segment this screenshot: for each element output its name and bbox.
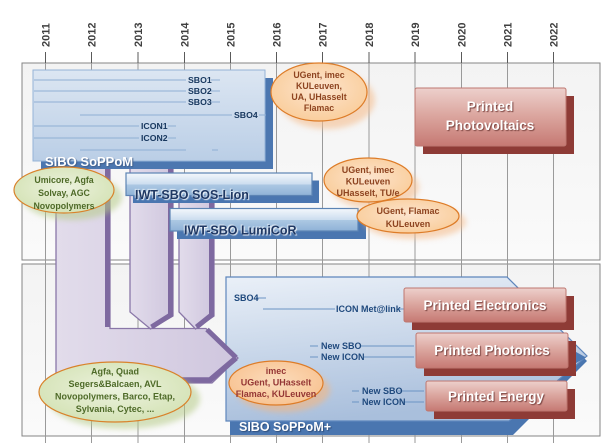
svg-text:SBO3: SBO3 [188, 97, 212, 107]
svg-text:SBO2: SBO2 [188, 86, 212, 96]
svg-text:2011: 2011 [41, 23, 53, 47]
svg-text:2017: 2017 [318, 23, 330, 47]
svg-text:SIBO SoPPoM: SIBO SoPPoM [45, 154, 133, 169]
svg-text:Flamac, KULeuven: Flamac, KULeuven [236, 389, 317, 399]
svg-text:Printed Electronics: Printed Electronics [423, 298, 546, 313]
svg-text:IWT-SBO SOS-Lion: IWT-SBO SOS-Lion [135, 188, 249, 202]
svg-text:2016: 2016 [272, 23, 284, 47]
svg-text:SIBO SoPPoM+: SIBO SoPPoM+ [239, 420, 331, 434]
svg-text:Agfa, Quad: Agfa, Quad [91, 367, 139, 377]
svg-text:KULeuven: KULeuven [346, 177, 391, 187]
svg-text:UGent, imec: UGent, imec [342, 165, 395, 175]
svg-text:UHasselt, TU/e: UHasselt, TU/e [336, 188, 399, 198]
svg-text:SBO1: SBO1 [188, 75, 212, 85]
svg-text:Sylvania, Cytec, ...: Sylvania, Cytec, ... [76, 404, 155, 414]
svg-text:Printed Energy: Printed Energy [448, 389, 545, 404]
svg-text:New SBO: New SBO [321, 341, 362, 351]
svg-text:2012: 2012 [87, 23, 99, 47]
svg-text:Solvay, AGC: Solvay, AGC [38, 188, 90, 198]
svg-text:Novopolymers, Barco, Etap,: Novopolymers, Barco, Etap, [55, 392, 175, 402]
svg-text:imec: imec [266, 366, 287, 376]
svg-text:ICON1: ICON1 [141, 121, 168, 131]
svg-text:Segers&Balcaen, AVL: Segers&Balcaen, AVL [68, 379, 162, 389]
svg-text:UA, UHasselt: UA, UHasselt [291, 92, 346, 102]
svg-text:Flamac: Flamac [304, 103, 334, 113]
svg-text:UGent, Flamac: UGent, Flamac [376, 206, 439, 216]
svg-text:Novopolymers: Novopolymers [33, 201, 94, 211]
svg-text:ICON Met@link: ICON Met@link [336, 304, 402, 314]
svg-text:KULeuven,: KULeuven, [296, 81, 342, 91]
svg-text:2014: 2014 [180, 22, 192, 47]
svg-text:Umicore, Agfa: Umicore, Agfa [34, 175, 93, 185]
svg-text:2015: 2015 [226, 23, 238, 47]
svg-text:UGent, UHasselt: UGent, UHasselt [241, 378, 312, 388]
svg-text:New ICON: New ICON [321, 352, 365, 362]
svg-text:SBO4: SBO4 [234, 110, 258, 120]
svg-text:UGent, imec: UGent, imec [293, 70, 344, 80]
svg-text:Printed: Printed [467, 99, 514, 114]
svg-text:2013: 2013 [133, 23, 145, 47]
svg-text:KULeuven: KULeuven [386, 219, 431, 229]
svg-text:Photovoltaics: Photovoltaics [446, 118, 535, 133]
svg-text:ICON2: ICON2 [141, 133, 168, 143]
svg-text:2018: 2018 [364, 23, 376, 47]
svg-text:SBO4: SBO4 [234, 293, 259, 303]
svg-text:2021: 2021 [503, 23, 515, 47]
svg-text:IWT-SBO LumiCoR: IWT-SBO LumiCoR [184, 224, 297, 238]
svg-text:2020: 2020 [457, 23, 469, 47]
svg-text:2022: 2022 [549, 23, 561, 47]
svg-text:2019: 2019 [410, 23, 422, 47]
svg-text:Printed Photonics: Printed Photonics [434, 343, 550, 358]
svg-text:New ICON: New ICON [362, 397, 406, 407]
svg-text:New SBO: New SBO [362, 386, 403, 396]
